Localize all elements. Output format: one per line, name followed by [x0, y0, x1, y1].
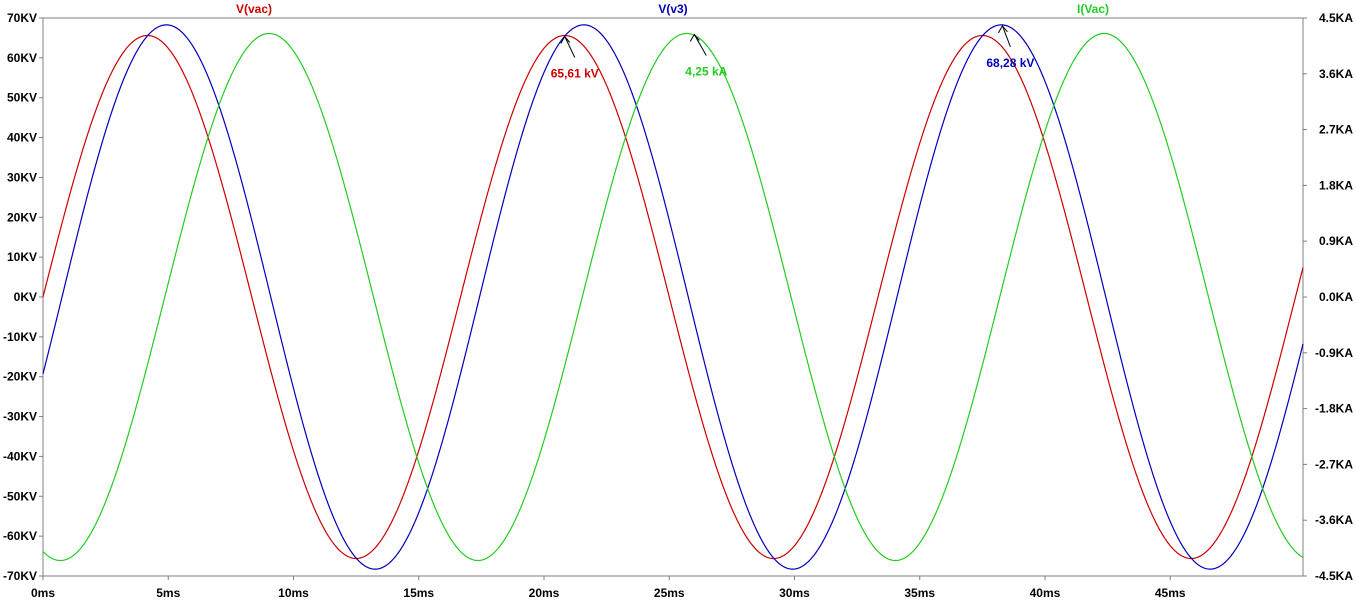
- right-y-axis: 4.5KA 3.6KA 2.7KA 1.8KA 0.9KA 0.0KA -0.9KA -1.8…: [1303, 11, 1353, 583]
- annotation-arrowhead: [997, 24, 1008, 34]
- x-tick-label: 15ms: [403, 586, 434, 600]
- annotation-arrow: [1001, 25, 1011, 48]
- left-tick-label: -60KV: [3, 529, 37, 543]
- left-tick-label: 50KV: [7, 91, 37, 105]
- traces: [42, 24, 1304, 570]
- left-tick-label: -30KV: [3, 410, 37, 424]
- right-tick-label: 3.6KA: [1319, 67, 1353, 81]
- left-tick-label: 0KV: [14, 290, 37, 304]
- annotation-arrow: [693, 34, 707, 56]
- x-tick-label: 40ms: [1030, 586, 1061, 600]
- x-tick-label: 35ms: [904, 586, 935, 600]
- x-tick-label: 20ms: [529, 586, 560, 600]
- trace-i-vac: [42, 32, 1304, 562]
- right-tick-label: -3.6KA: [1315, 513, 1353, 527]
- x-tick-label: 30ms: [779, 586, 810, 600]
- right-tick-label: -0.9KA: [1315, 346, 1353, 360]
- right-tick-label: -2.7KA: [1315, 457, 1353, 471]
- left-tick-label: 70KV: [7, 11, 37, 25]
- left-tick-label: -10KV: [3, 330, 37, 344]
- x-tick-label: 10ms: [278, 586, 309, 600]
- left-tick-label: -50KV: [3, 489, 37, 503]
- annotation-label: 68,28 kV: [986, 56, 1034, 70]
- right-tick-label: 2.7KA: [1319, 123, 1353, 137]
- right-tick-label: -4.5KA: [1315, 569, 1353, 583]
- x-tick-label: 5ms: [156, 586, 180, 600]
- left-tick-label: 40KV: [7, 131, 37, 145]
- trace-label: I(Vac): [1077, 2, 1109, 16]
- left-tick-label: -20KV: [3, 370, 37, 384]
- left-tick-label: -40KV: [3, 449, 37, 463]
- x-axis: 0ms 5ms 10ms 15ms 20ms 25ms 30ms 35ms 40ms 45ms: [31, 576, 1186, 600]
- annotation-label: 4,25 kA: [685, 65, 727, 79]
- left-tick-label: 20KV: [7, 210, 37, 224]
- left-tick-label: 10KV: [7, 250, 37, 264]
- trace-v-vac: [42, 34, 1304, 560]
- left-tick-label: -70KV: [3, 569, 37, 583]
- trace-label: V(vac): [236, 2, 272, 16]
- plot-frame: [42, 17, 1304, 577]
- x-tick-label: 25ms: [654, 586, 685, 600]
- right-tick-label: 4.5KA: [1319, 11, 1353, 25]
- left-tick-label: 30KV: [7, 170, 37, 184]
- left-y-axis: 70KV 60KV 50KV 40KV 30KV 20KV 10KV 0KV -10KV -20K…: [3, 11, 43, 583]
- x-tick-label: 0ms: [31, 586, 55, 600]
- annotation-arrow: [564, 36, 576, 58]
- x-tick-label: 45ms: [1155, 586, 1186, 600]
- right-tick-label: -1.8KA: [1315, 402, 1353, 416]
- annotation-arrowhead: [689, 33, 700, 42]
- right-tick-label: 0.0KA: [1319, 290, 1353, 304]
- trace-v-v3: [42, 24, 1304, 570]
- trace-label: V(v3): [658, 2, 687, 16]
- annotation-label: 65,61 kV: [551, 66, 599, 80]
- annotation-arrowhead: [560, 35, 571, 44]
- right-tick-label: 0.9KA: [1319, 234, 1353, 248]
- annotations: 65,61 kV 4,25 kA 68,28 kV: [551, 24, 1034, 80]
- trace-labels: V(vac) V(v3) I(Vac): [236, 2, 1109, 16]
- left-tick-label: 60KV: [7, 51, 37, 65]
- right-tick-label: 1.8KA: [1319, 178, 1353, 192]
